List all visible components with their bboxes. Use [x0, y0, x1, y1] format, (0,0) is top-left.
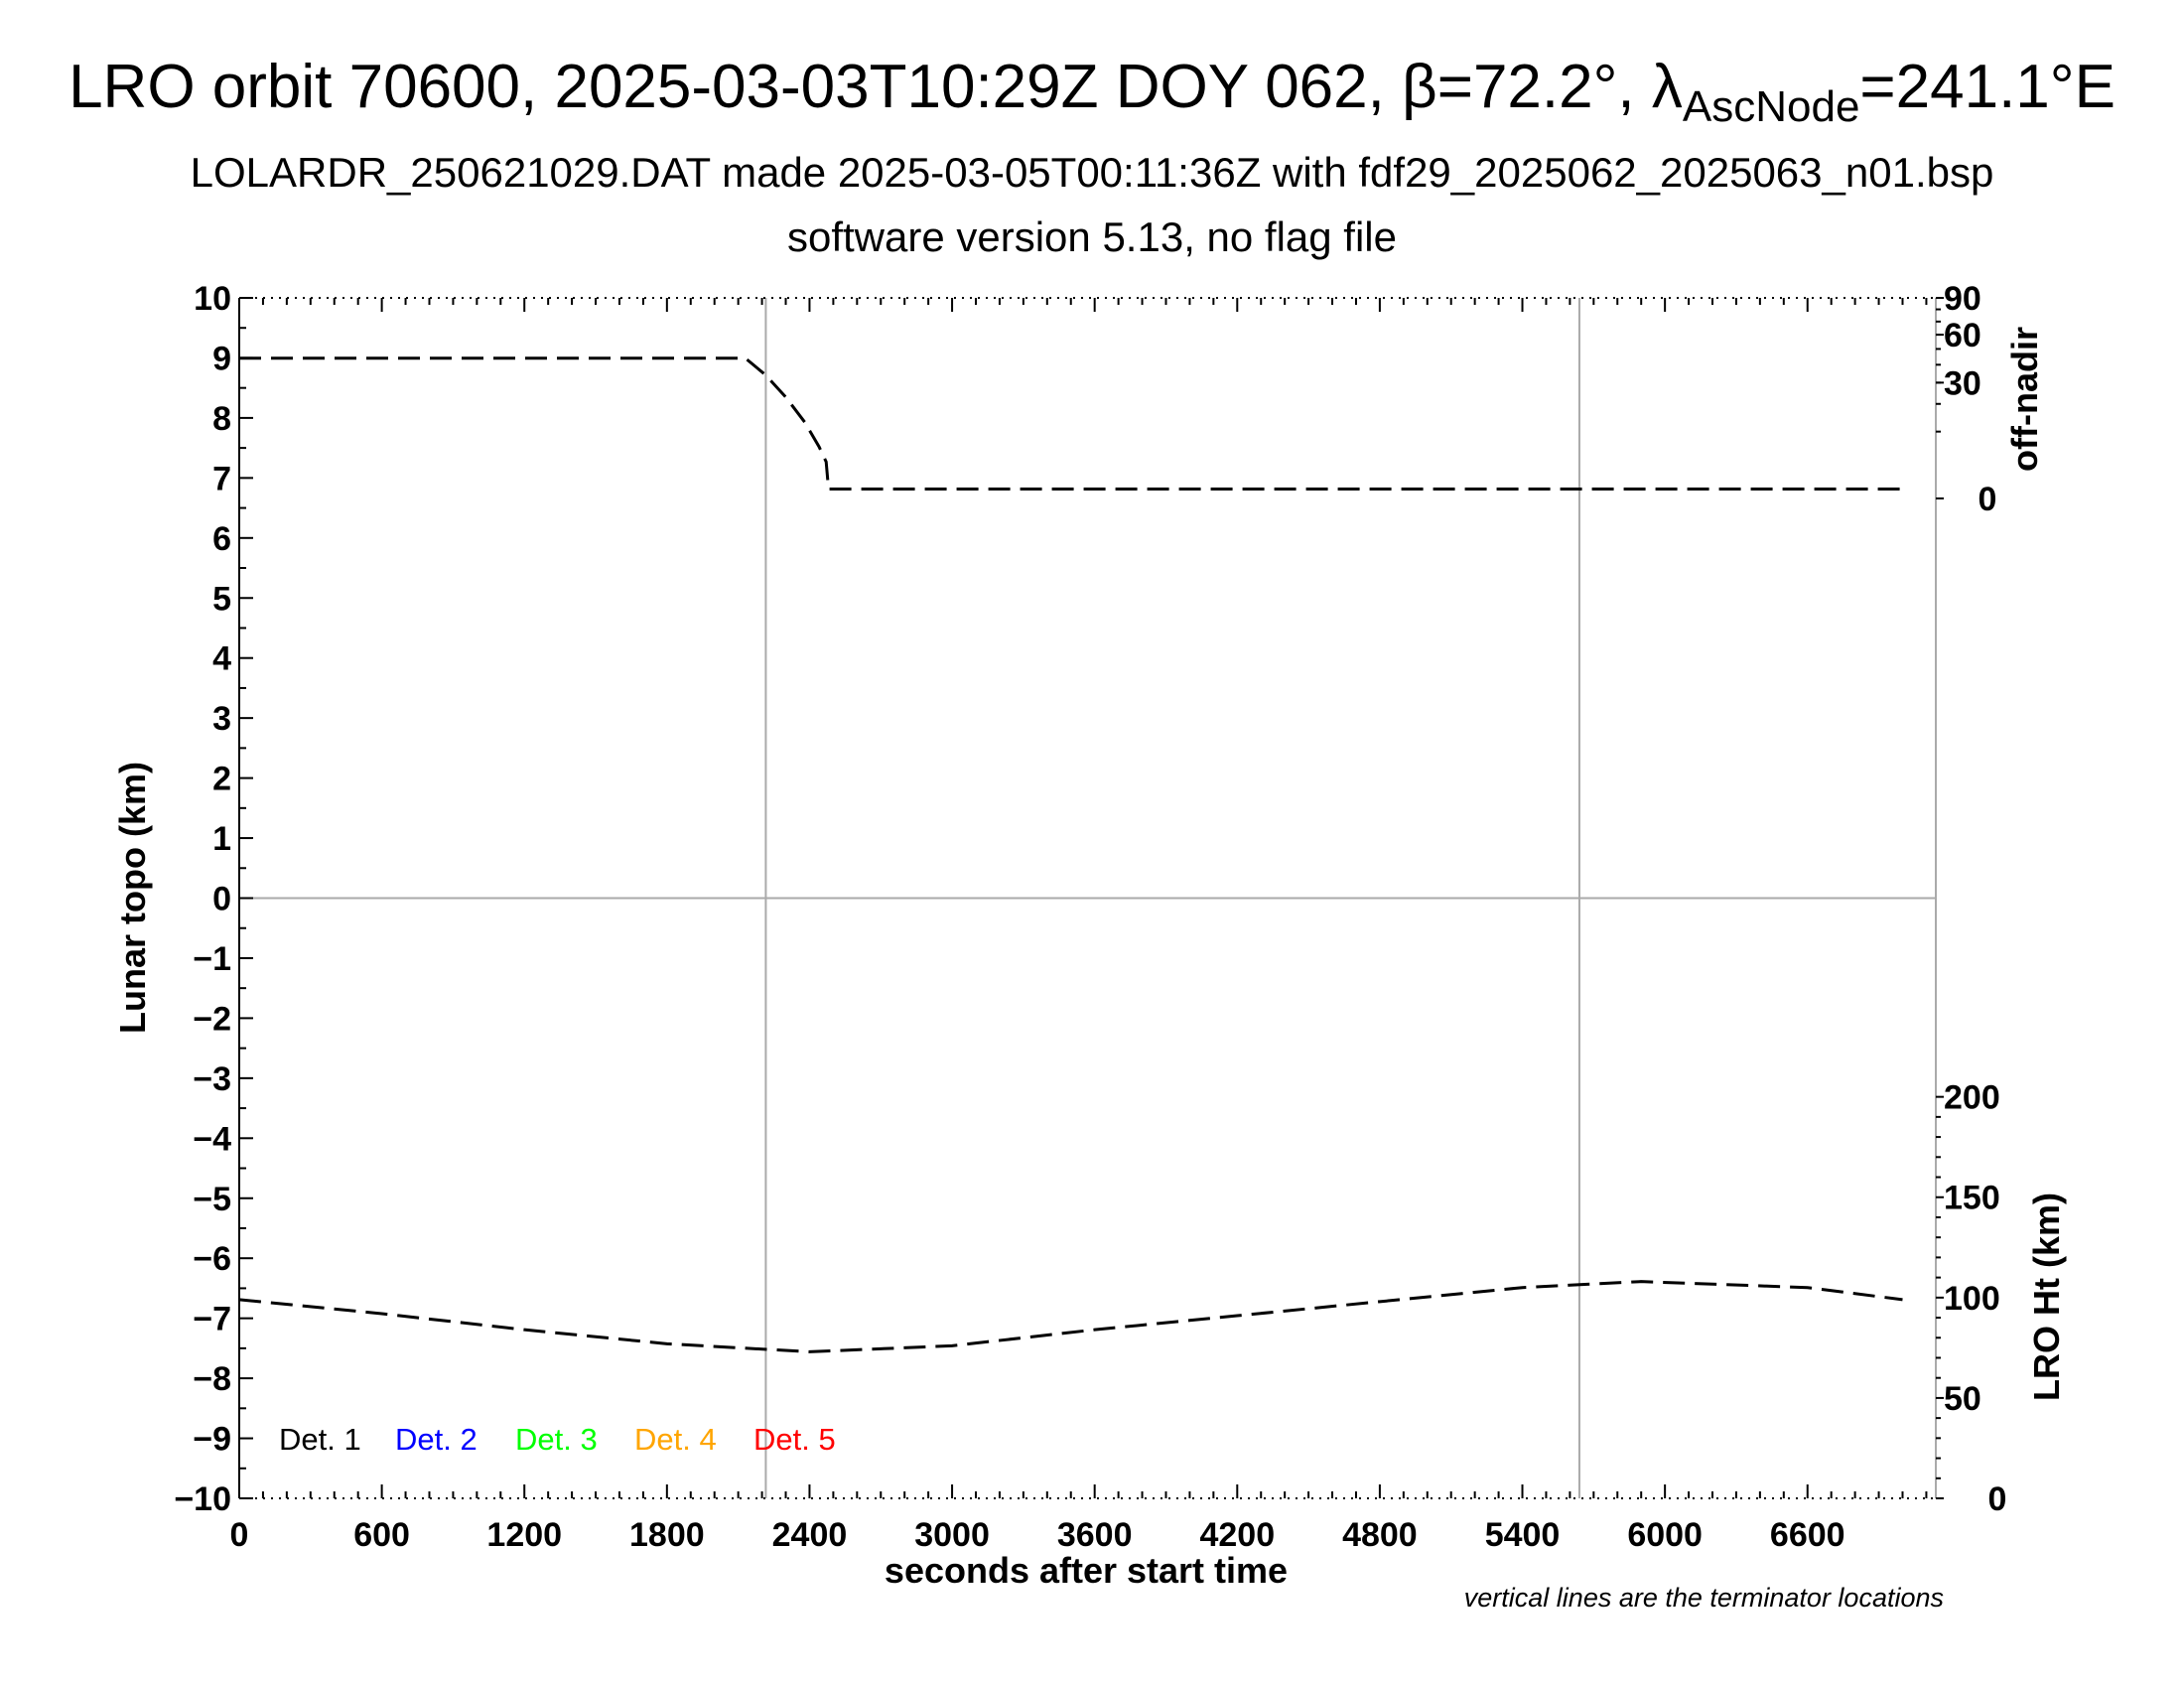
y-tick-label: 3: [212, 700, 231, 738]
x-tick-label: 3600: [1057, 1516, 1133, 1554]
y-tick-label: −6: [193, 1240, 231, 1278]
y-tick-label: 8: [212, 400, 231, 438]
chart-title: LRO orbit 70600, 2025-03-03T10:29Z DOY 0…: [68, 53, 2116, 131]
x-tick-label: 6000: [1627, 1516, 1703, 1554]
y-tick-label: −1: [193, 940, 231, 978]
x-tick-label: 1800: [629, 1516, 705, 1554]
offnadir-tick-label: 90: [1944, 280, 1981, 318]
ht-tick-label: 0: [1988, 1480, 2007, 1518]
offnadir-tick-label: 60: [1944, 317, 1981, 354]
x-tick-label: 0: [230, 1516, 249, 1554]
x-axis-label: seconds after start time: [885, 1550, 1288, 1591]
legend-item-det-3: Det. 3: [515, 1422, 598, 1457]
y-tick-label: 6: [212, 520, 231, 558]
y-tick-label: −9: [193, 1421, 231, 1459]
y-tick-label: 10: [194, 280, 231, 318]
y-tick-label: −5: [193, 1181, 231, 1218]
offnadir-line: [239, 356, 1903, 491]
legend-item-det-2: Det. 2: [395, 1422, 478, 1457]
y-tick-label: 4: [212, 640, 231, 678]
chart-subtitle-version: software version 5.13, no flag file: [786, 213, 1397, 260]
y-tick-label: −2: [193, 1000, 231, 1038]
y-tick-label: −7: [193, 1301, 231, 1338]
y-tick-label: 2: [212, 761, 231, 798]
y-tick-label: −10: [174, 1480, 231, 1518]
x-tick-label: 5400: [1485, 1516, 1561, 1554]
y-tick-label: 0: [212, 881, 231, 918]
y-axis-label: Lunar topo (km): [112, 762, 153, 1034]
ht-axis-label: LRO Ht (km): [2026, 1193, 2067, 1401]
x-tick-label: 600: [353, 1516, 410, 1554]
x-tick-label: 2400: [772, 1516, 848, 1554]
ht-tick-label: 200: [1944, 1079, 2000, 1117]
y-tick-label: −8: [193, 1360, 231, 1398]
y-tick-label: −4: [193, 1120, 231, 1158]
x-tick-label: 6600: [1770, 1516, 1845, 1554]
x-tick-label: 3000: [914, 1516, 990, 1554]
x-tick-label: 4800: [1342, 1516, 1418, 1554]
offnadir-tick-label: 30: [1944, 364, 1981, 402]
chart-subtitle-file: LOLARDR_250621029.DAT made 2025-03-05T00…: [190, 149, 1994, 196]
offnadir-axis-label: off-nadir: [2004, 327, 2045, 472]
terminator-note: vertical lines are the terminator locati…: [1464, 1583, 1944, 1613]
legend-item-det-5: Det. 5: [753, 1422, 836, 1457]
ht-tick-label: 150: [1944, 1180, 2000, 1217]
y-tick-label: 1: [212, 820, 231, 858]
ht-tick-label: 50: [1944, 1380, 1981, 1418]
x-tick-label: 1200: [486, 1516, 562, 1554]
ht-tick-label: 100: [1944, 1280, 2000, 1318]
legend-item-det-1: Det. 1: [279, 1422, 361, 1457]
legend-item-det-4: Det. 4: [634, 1422, 717, 1457]
y-tick-label: 7: [212, 460, 231, 497]
lro-height-line: [238, 1280, 1903, 1353]
y-tick-label: 9: [212, 340, 231, 377]
y-tick-label: −3: [193, 1060, 231, 1098]
x-tick-label: 4200: [1199, 1516, 1275, 1554]
y-tick-label: 5: [212, 580, 231, 618]
offnadir-tick-label: 0: [1979, 481, 1997, 518]
